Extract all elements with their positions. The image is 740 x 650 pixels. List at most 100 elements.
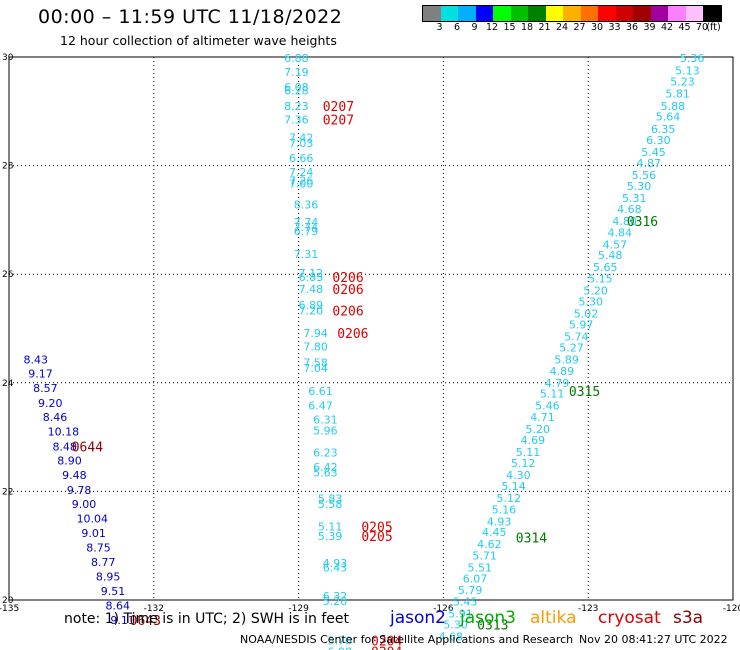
wave-height-value: 9.48: [62, 469, 87, 482]
color-scale-label: 21: [538, 22, 551, 33]
wave-height-value: 6.61: [308, 385, 333, 398]
pass-time-label: 0313: [477, 618, 508, 633]
wave-height-value: 5.96: [313, 425, 338, 438]
wave-height-value: 6.35: [651, 123, 676, 136]
wave-height-value: 8.23: [284, 100, 309, 113]
wave-height-value: 5.89: [554, 353, 579, 366]
wave-height-value: 9.78: [67, 484, 92, 497]
wave-height-value: 9.01: [81, 527, 106, 540]
legend-s3a: s3a: [673, 608, 704, 628]
map-title: 00:00 – 11:59 UTC 11/18/2022: [38, 6, 343, 28]
color-scale-label: 3: [436, 22, 443, 33]
color-scale-label: 9: [471, 22, 478, 33]
wave-height-value: 5.48: [598, 249, 623, 262]
wave-height-value: 5.30: [627, 180, 652, 193]
credit-line: NOAA/NESDIS Center for Satellite Applica…: [240, 633, 574, 646]
wave-height-value: 7.48: [299, 283, 324, 296]
wave-height-value: 5.23: [670, 75, 695, 88]
wave-height-value: 5.20: [323, 595, 348, 608]
wave-height-value: 5.83: [318, 492, 343, 505]
color-swatch: [580, 6, 598, 21]
color-swatch: [563, 6, 581, 21]
color-scale-labels: 3 6 9 12 15 18 21 24 27 30 33 36 39 42 45 70 (ft): [422, 22, 732, 36]
wave-height-value: 5.97: [569, 319, 594, 332]
pass-time-label: 0206: [332, 305, 363, 320]
wave-height-value: 5.20: [583, 284, 608, 297]
wave-height-value: 7.94: [303, 327, 328, 340]
legend-cryosat: cryosat: [598, 608, 661, 628]
wave-height-value: 5.11: [540, 388, 565, 401]
pass-time-label: 0204: [371, 635, 402, 650]
wave-height-value: 5.45: [453, 596, 478, 609]
wave-height-value: 6.28: [284, 85, 309, 98]
wave-height-value: 7.74: [294, 216, 319, 229]
wave-height-value: 5.27: [559, 342, 584, 355]
lon-tick-label: -135: [0, 604, 19, 614]
pass-time-label: 0207: [323, 100, 354, 115]
wave-height-value: 5.51: [468, 561, 493, 574]
wave-height-value: 8.48: [52, 440, 77, 453]
pass-time-label: 0205: [361, 530, 392, 545]
lon-tick-label: -120: [723, 604, 740, 614]
pass-time-label: 0316: [627, 215, 658, 230]
color-swatch: [703, 6, 721, 21]
wave-height-value: 5.12: [511, 457, 536, 470]
wave-height-value: 10.18: [48, 426, 80, 439]
wave-height-value: 5.30: [579, 295, 604, 308]
pass-time-label: 0204: [371, 646, 402, 650]
color-swatch: [650, 6, 668, 21]
wave-height-value: 5.31: [622, 192, 647, 205]
lat-tick-label: 24: [2, 379, 14, 389]
wave-height-value: 5.02: [574, 307, 599, 320]
color-scale-label: 70: [695, 22, 709, 33]
pass-time-label: 0315: [569, 385, 600, 400]
map-frame: [8, 56, 734, 601]
wave-height-value: 5.79: [458, 584, 483, 597]
wave-height-value: 7.31: [294, 248, 319, 261]
wave-height-value: 6.66: [289, 152, 314, 165]
wave-height-value: 6.88: [284, 52, 309, 65]
color-swatch: [510, 6, 528, 21]
wave-height-value: 7.00: [289, 178, 314, 191]
color-swatch: [528, 6, 546, 21]
wave-height-value: 5.30: [443, 618, 468, 631]
wave-height-value: 10.04: [77, 513, 109, 526]
wave-height-value: 8.43: [23, 353, 48, 366]
wave-height-value: 4.45: [482, 526, 507, 539]
color-swatch: [633, 6, 651, 21]
wave-height-value: 5.14: [501, 480, 526, 493]
wave-height-value: 4.57: [603, 238, 628, 251]
color-scale-label: 6: [453, 22, 461, 33]
wave-height-value: 5.63: [313, 466, 338, 479]
wave-height-value: 8.90: [57, 454, 81, 467]
lon-tick-label: -129: [288, 604, 309, 614]
color-scale-label: 45: [678, 22, 691, 33]
wave-height-value: 6.83: [299, 271, 324, 284]
wave-height-value: 7.80: [303, 340, 328, 353]
lat-tick-label: 22: [2, 487, 13, 497]
wave-height-value: 8.36: [294, 199, 319, 212]
color-scale-label: 42: [660, 22, 674, 33]
color-scale-bar: [422, 5, 722, 22]
wave-height-value: 5.74: [564, 331, 589, 344]
map-subtitle: 12 hour collection of altimeter wave hei…: [60, 33, 337, 48]
wave-height-value: 6.08: [284, 81, 309, 94]
wave-height-value: 5.13: [675, 65, 700, 78]
wave-height-value: 5.11: [516, 446, 541, 459]
wave-height-value: 4.87: [636, 157, 661, 170]
wave-height-value: 5.11: [318, 521, 343, 534]
wave-height-value: 7.74: [294, 221, 319, 234]
wave-height-value: 9.20: [38, 397, 63, 410]
wave-height-value: 6.23: [313, 446, 338, 459]
color-scale-label: 12: [485, 22, 499, 33]
color-swatch: [598, 6, 616, 21]
wave-height-value: 5.58: [318, 498, 343, 511]
wave-height-value: 5.56: [632, 169, 657, 182]
color-scale-label: 36: [625, 22, 639, 33]
color-swatch: [545, 6, 563, 21]
color-scale-label: 18: [520, 22, 534, 33]
lat-tick-label: 26: [2, 270, 14, 280]
legend-altika: altika: [530, 608, 577, 628]
color-scale-label: 15: [503, 22, 516, 33]
